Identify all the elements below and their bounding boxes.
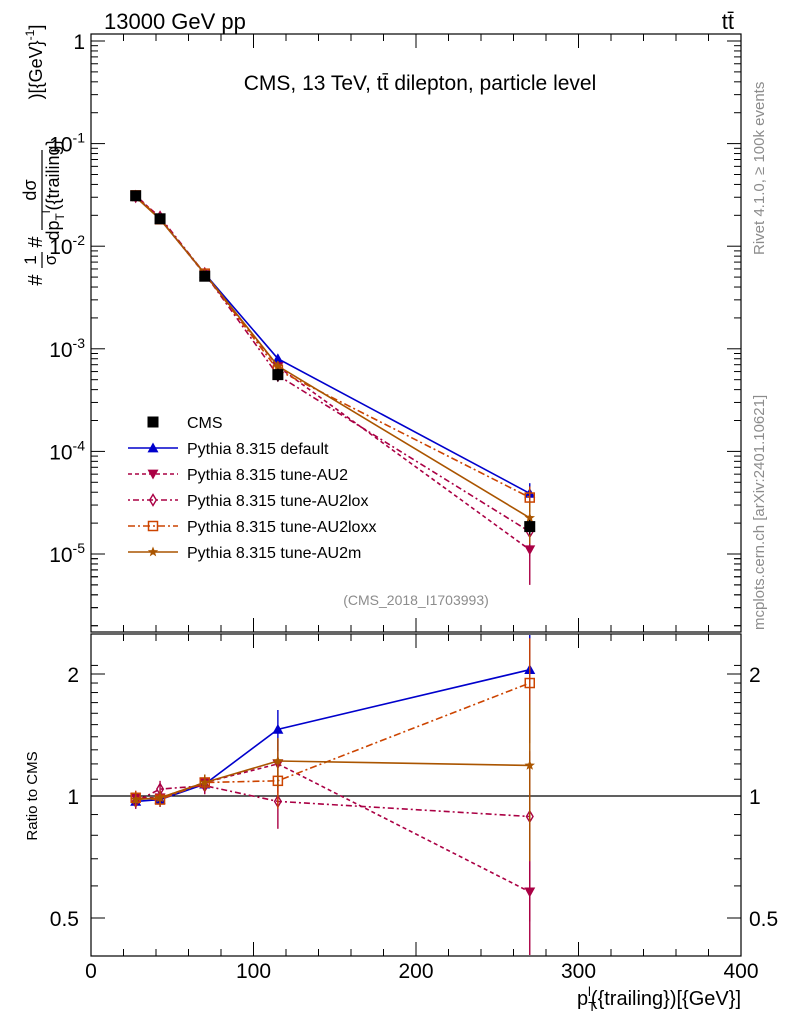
ratio-y-tick-label-right: 1 [749,786,761,809]
ratio-plot-frame [90,633,742,957]
main-plot-frame [90,33,742,633]
legend-entry: Pythia 8.315 default [128,441,329,458]
main-series-1 [130,191,536,507]
ratio-series-point [524,677,535,689]
svg-text:dpTl({trailing}: dpTl({trailing} [39,139,67,240]
main-y-tick-label: 1 [73,31,85,54]
legend-marker [147,520,159,532]
main-data-series [130,190,536,535]
data-point [272,369,284,381]
data-point [154,213,166,225]
main-y-tick-label: 10-2 [49,232,85,259]
ratio-series-point [199,777,210,787]
legend-marker [147,546,159,557]
legend-entry: Pythia 8.315 tune-AU2lox [128,493,368,510]
ratio-series-4 [130,638,535,809]
ratio-y-tick-label: 1 [67,786,79,809]
legend-label: Pythia 8.315 default [187,441,329,458]
ratio-y-axis-label: Ratio to CMS [24,751,41,840]
svg-text:)[{GeV}-1]: )[{GeV}-1] [23,25,46,100]
svg-text:σ: σ [41,254,60,265]
legend-marker [147,416,159,428]
legend-label: Pythia 8.315 tune-AU2lox [187,493,368,510]
x-tick-label: 100 [236,960,271,983]
legend-entry: Pythia 8.315 tune-AU2 [128,467,348,484]
x-axis-label: pTl({trailing})[{GeV}] [577,984,741,1014]
analysis-tag: (CMS_2018_I1703993) [343,592,489,608]
ratio-series-line [135,760,530,801]
svg-text:dσ: dσ [20,179,40,200]
main-series-point [272,353,284,364]
ratio-series-line [135,763,531,893]
ratio-series-point [130,794,141,804]
ratio-series-line [135,682,531,801]
mcplots-label: mcplots.cern.ch [arXiv:2401.10621] [751,395,768,630]
ratio-series-point [272,755,284,766]
rivet-version-label: Rivet 4.1.0, ≥ 100k events [751,82,768,255]
ratio-plot-area [130,635,536,955]
ratio-series-3 [131,751,534,922]
main-series-point [524,512,535,523]
main-y-tick-label: 10-1 [49,130,85,157]
legend-marker [147,469,159,480]
svg-text:1: 1 [21,255,40,264]
ratio-y-tick-label: 0.5 [50,908,79,931]
legend-label: Pythia 8.315 tune-AU2m [187,545,361,562]
svg-text:#: # [25,274,47,286]
main-series-5 [130,191,535,545]
plot-title: CMS, 13 TeV, tt̄ dilepton, particle leve… [244,72,597,95]
x-tick-label: 300 [561,960,596,983]
x-tick-label: 400 [723,960,758,983]
energy-label: 13000 GeV pp [104,9,246,34]
main-y-tick-label: 10-4 [49,437,85,464]
data-point [524,521,536,533]
ratio-y-tick-label-right: 2 [749,664,761,687]
legend-marker [148,493,158,507]
main-series-point [272,360,284,371]
legend-marker [147,442,159,453]
main-y-tick-label: 10-5 [49,540,85,567]
legend-label: CMS [187,415,223,432]
data-point [130,190,142,202]
legend-label: Pythia 8.315 tune-AU2loxx [187,519,376,536]
main-plot-area [130,189,536,585]
ratio-series-point [524,759,535,770]
svg-text:#: # [25,236,47,248]
legend-entry: Pythia 8.315 tune-AU2m [128,545,361,562]
ratio-series-1 [130,635,536,809]
main-y-axis-label: # 1 σ # dσ dpTl({trailing} )[{GeV}-1] [20,25,67,286]
ratio-series-point [154,792,166,803]
main-plot-axes: 1 10-1 10-2 10-3 10-4 10-5 [49,31,742,632]
process-label: tt̄ [722,9,734,34]
legend-entry: Pythia 8.315 tune-AU2loxx [128,519,376,536]
ratio-y-tick-label: 2 [67,664,79,687]
ratio-y-tick-label-right: 0.5 [749,908,778,931]
main-series-line [135,194,531,499]
x-tick-label: 0 [85,960,97,983]
ratio-plot-axes: 0.5 0.5 1 1 2 2 0 100 200 300 400 [50,634,778,983]
x-tick-label: 200 [398,960,433,983]
legend-entry: CMS [147,415,223,432]
ratio-series-5 [130,703,535,862]
legend: CMS Pythia 8.315 default Pythia 8.315 tune… [128,415,376,562]
data-point [199,270,211,282]
ratio-series-2 [130,739,536,955]
ratio-series-point [272,723,284,734]
ratio-series-line [135,668,530,803]
ratio-series-line [135,784,530,818]
main-y-tick-label: 10-3 [49,335,85,362]
legend-label: Pythia 8.315 tune-AU2 [187,467,348,484]
